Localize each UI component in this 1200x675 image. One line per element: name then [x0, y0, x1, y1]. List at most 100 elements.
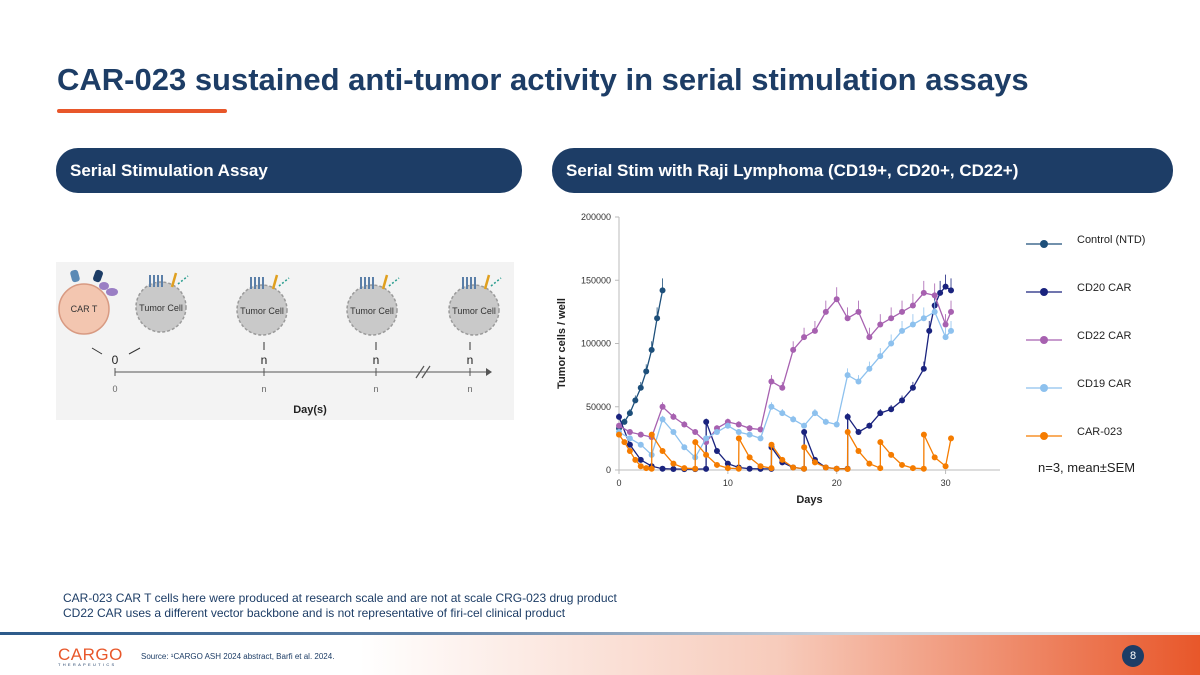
data-point [659, 465, 666, 472]
tumor-cell-label: Tumor Cell [452, 306, 496, 316]
data-point [948, 287, 955, 294]
data-point [948, 435, 955, 442]
data-point [735, 421, 742, 428]
tumor-cells-chart: 0 50000 100000 150000 200000 0 10 20 30 Days Tumor… [556, 212, 1145, 506]
legend-label: CAR-023 [1077, 426, 1122, 438]
data-point [877, 353, 884, 360]
data-point [735, 465, 742, 472]
data-point [822, 308, 829, 315]
series-line [618, 290, 664, 429]
data-point [724, 465, 731, 472]
data-point [648, 346, 655, 353]
data-point [670, 460, 677, 467]
legend-item: CAR-023 [1026, 426, 1122, 440]
data-point [681, 421, 688, 428]
data-point [626, 448, 633, 455]
footer-rule [0, 632, 1200, 635]
day-tick-4: n [467, 384, 472, 394]
legend-label: CD22 CAR [1077, 330, 1131, 342]
data-point [909, 321, 916, 328]
data-point [942, 321, 949, 328]
data-point [937, 289, 944, 296]
data-point [801, 422, 808, 429]
data-point [920, 315, 927, 322]
data-point [931, 292, 938, 299]
legend-swatch-marker [1040, 240, 1048, 248]
y-tick-label: 150000 [581, 275, 611, 285]
data-point [713, 461, 720, 468]
data-point [703, 451, 710, 458]
data-point [648, 465, 655, 472]
data-point [801, 444, 808, 451]
data-point [855, 448, 862, 455]
data-point [811, 459, 818, 466]
data-point [822, 464, 829, 471]
cargo-logo: CARGO [58, 645, 123, 664]
data-point [713, 448, 720, 455]
data-point [637, 431, 644, 438]
data-point [746, 465, 753, 472]
data-point [948, 327, 955, 334]
data-point [643, 465, 650, 472]
data-point [681, 444, 688, 451]
data-point [926, 327, 933, 334]
y-tick-label: 200000 [581, 212, 611, 222]
data-point [659, 448, 666, 455]
car-t-cell: CAR T [58, 269, 118, 335]
data-point [703, 418, 710, 425]
legend-swatch-marker [1040, 432, 1048, 440]
series-cd19-car [616, 300, 955, 461]
data-point [822, 418, 829, 425]
x-tick-label: 10 [723, 478, 733, 488]
x-tick-label: 30 [941, 478, 951, 488]
stim-connector [263, 342, 471, 350]
data-point [877, 439, 884, 446]
data-point [942, 463, 949, 470]
data-point [713, 429, 720, 436]
data-point [746, 425, 753, 432]
data-point [801, 334, 808, 341]
data-point [920, 431, 927, 438]
tumor-cell-1: Tumor Cell [135, 272, 189, 333]
days-axis-label: Day(s) [293, 404, 327, 416]
stim-pointer [91, 347, 141, 355]
y-tick-label: 50000 [586, 402, 611, 412]
x-axis-title: Days [796, 494, 822, 506]
data-point [909, 384, 916, 391]
data-point [844, 372, 851, 379]
day-timeline [114, 365, 492, 379]
data-point [888, 315, 895, 322]
data-point [790, 464, 797, 471]
legend-item: CD19 CAR [1026, 378, 1131, 392]
legend-swatch-marker [1040, 384, 1048, 392]
tumor-cell-3: Tumor Cell [346, 274, 400, 336]
stim-label-2: n [261, 353, 268, 367]
data-point [866, 460, 873, 467]
legend-item: CD22 CAR [1026, 330, 1131, 344]
series-cd22-car [616, 280, 955, 446]
data-point [735, 429, 742, 436]
data-point [621, 418, 628, 425]
series-layer [616, 274, 955, 473]
data-point [637, 456, 644, 463]
legend-swatch-marker [1040, 336, 1048, 344]
data-point [626, 441, 633, 448]
day-tick-1: 0 [112, 384, 117, 394]
data-point [768, 441, 775, 448]
data-point [681, 465, 688, 472]
legend-item: Control (NTD) [1026, 234, 1145, 248]
data-point [746, 454, 753, 461]
cargo-logo-subtitle: THERAPEUTICS [58, 662, 117, 667]
data-point [899, 461, 906, 468]
data-point [637, 441, 644, 448]
car-t-label: CAR T [71, 304, 98, 314]
data-point [768, 378, 775, 385]
stim-label-3: n [373, 353, 380, 367]
data-point [888, 406, 895, 413]
legend: Control (NTD) CD20 CAR CD22 CAR CD19 CAR CAR… [1026, 234, 1145, 475]
data-point [616, 431, 622, 438]
data-point [811, 327, 818, 334]
data-point [659, 403, 666, 410]
data-point [703, 465, 710, 472]
section-header-serial-stimulation: Serial Stimulation Assay [56, 148, 522, 193]
